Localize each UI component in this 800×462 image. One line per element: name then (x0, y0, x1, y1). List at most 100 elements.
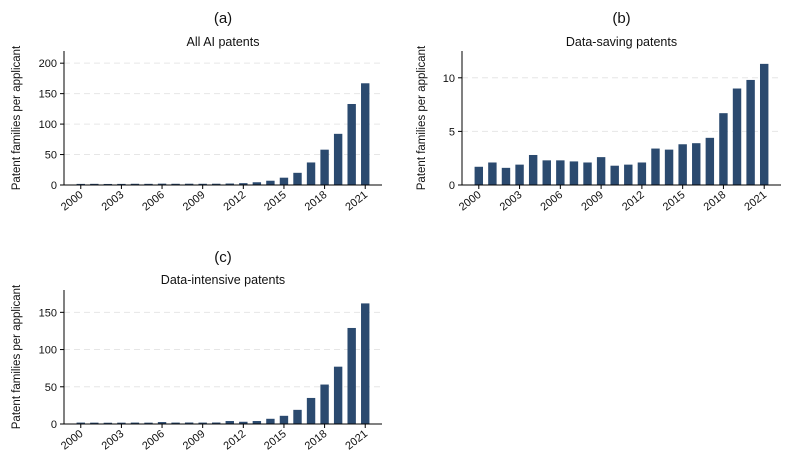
bar-2021 (759, 63, 769, 185)
bar-2003 (117, 422, 126, 424)
bar-2021 (361, 83, 370, 185)
bar-2016 (293, 409, 302, 424)
bar-2011 (225, 183, 234, 185)
x-tick-label: 2015 (262, 428, 289, 453)
x-tick-label: 2006 (140, 189, 167, 214)
y-axis-label: Patent families per applicant (416, 45, 428, 190)
x-tick-label: 2003 (100, 428, 127, 453)
bar-2004 (130, 422, 140, 424)
bar-2005 (144, 183, 153, 185)
bar-2011 (624, 164, 633, 185)
bar-2009 (198, 422, 207, 424)
x-tick-label: 2021 (742, 189, 769, 214)
chart-panel-1: (a) All AI patents Patent families per app… (11, 10, 382, 213)
y-tick-label: 0 (51, 180, 57, 192)
bar-2002 (103, 422, 113, 424)
bar-2008 (184, 183, 194, 185)
bar-2003 (117, 183, 126, 185)
bar-2014 (664, 149, 674, 185)
bar-2020 (347, 327, 356, 424)
bar-2012 (239, 421, 248, 424)
bar-2000 (76, 183, 85, 185)
bar-2017 (705, 137, 715, 185)
bar-2016 (692, 143, 701, 185)
bar-2005 (542, 160, 551, 185)
y-tick-label: 200 (39, 58, 57, 70)
bar-2018 (320, 149, 329, 185)
bar-2001 (90, 183, 99, 185)
y-tick-label: 50 (45, 382, 57, 394)
bar-2013 (252, 182, 262, 185)
bar-2020 (746, 79, 755, 185)
x-tick-label: 2000 (457, 189, 484, 214)
panel-label: (c) (214, 249, 232, 266)
y-tick-label: 100 (39, 119, 57, 131)
bar-2002 (501, 167, 511, 185)
panel-label: (b) (612, 10, 630, 27)
x-tick-label: 2012 (620, 189, 647, 214)
bar-2010 (610, 165, 619, 185)
y-tick-label: 10 (443, 73, 455, 85)
bar-2006 (157, 422, 167, 424)
y-tick-label: 50 (45, 150, 57, 162)
bar-2011 (225, 421, 234, 424)
x-tick-label: 2012 (221, 428, 248, 453)
bar-2010 (212, 422, 221, 424)
bar-2010 (212, 183, 221, 185)
x-tick-label: 2000 (59, 189, 86, 214)
bar-2014 (266, 418, 275, 424)
y-axis-label: Patent families per applicant (11, 45, 23, 190)
y-tick-label: 150 (39, 307, 57, 319)
y-axis-label: Patent families per applicant (11, 284, 23, 429)
x-tick-label: 2018 (303, 428, 330, 453)
bar-2019 (333, 133, 343, 185)
bar-2000 (76, 422, 85, 424)
x-tick-label: 2009 (181, 189, 208, 214)
bar-2003 (515, 164, 524, 185)
chart-title: Data-intensive patents (161, 273, 285, 287)
x-tick-label: 2018 (303, 189, 330, 214)
bar-2018 (719, 113, 728, 185)
x-tick-label: 2006 (539, 189, 566, 214)
x-tick-label: 2015 (661, 189, 688, 214)
bar-2009 (198, 183, 207, 185)
x-tick-label: 2021 (343, 189, 370, 214)
bar-2002 (103, 183, 113, 185)
bar-2016 (293, 172, 302, 185)
bar-2001 (90, 422, 99, 424)
bar-2008 (184, 422, 194, 424)
bar-2015 (279, 177, 289, 185)
x-tick-label: 2021 (343, 428, 370, 453)
bar-2019 (333, 366, 343, 424)
bar-2012 (239, 183, 248, 185)
chart-panel-3: (c) Data-intensive patents Patent families… (11, 249, 382, 452)
bar-2014 (266, 180, 275, 185)
x-tick-label: 2012 (221, 189, 248, 214)
bar-2001 (488, 162, 497, 185)
bar-2013 (651, 148, 660, 185)
x-tick-label: 2003 (100, 189, 127, 214)
bar-2006 (556, 160, 565, 185)
bar-2017 (306, 397, 316, 424)
bar-2017 (306, 162, 316, 185)
x-tick-label: 2018 (702, 189, 729, 214)
chart-title: All AI patents (187, 35, 260, 49)
x-tick-label: 2000 (59, 428, 86, 453)
bar-2020 (347, 103, 356, 185)
bar-2007 (171, 183, 180, 185)
chart-title: Data-saving patents (566, 35, 677, 49)
bar-2018 (320, 384, 329, 424)
bar-2015 (678, 144, 687, 185)
bar-2007 (171, 422, 180, 424)
x-tick-label: 2003 (498, 189, 525, 214)
bar-2006 (157, 183, 167, 185)
bar-2012 (637, 162, 647, 185)
y-tick-label: 100 (39, 345, 57, 357)
bar-2013 (252, 421, 262, 424)
bar-2007 (569, 161, 579, 185)
x-tick-label: 2015 (262, 189, 289, 214)
y-tick-label: 0 (449, 180, 455, 192)
bar-2021 (361, 303, 370, 424)
bar-2009 (596, 157, 606, 185)
